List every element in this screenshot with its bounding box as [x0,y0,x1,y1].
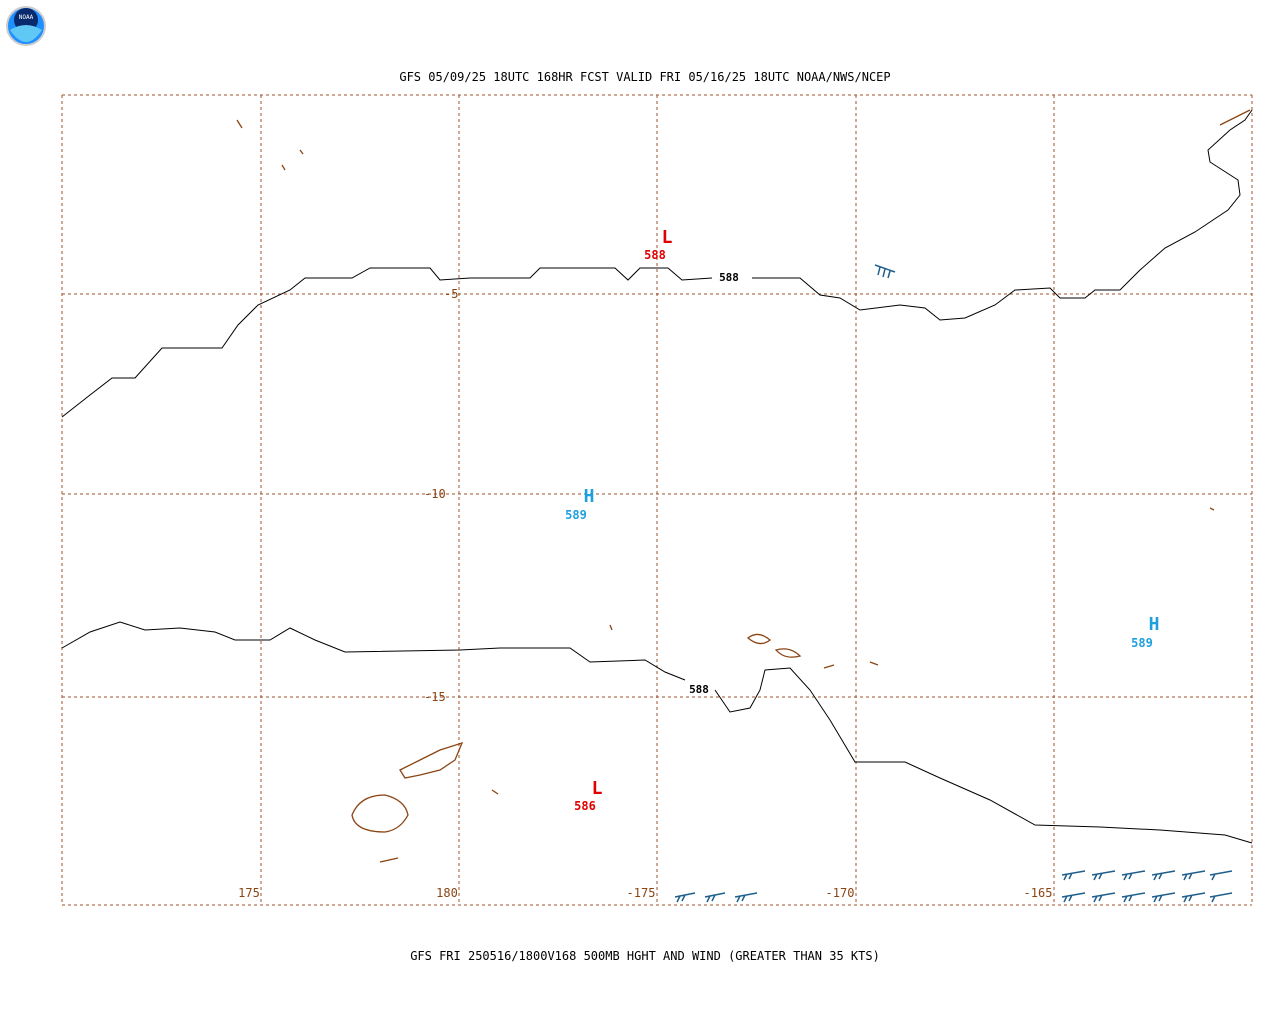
center-value: 588 [644,248,666,262]
logo-text: NOAA [19,14,34,21]
center-value: 589 [565,508,587,522]
pressure-centers: L 588 H 589 H 589 L 586 [565,227,1159,813]
lon-label: 175 [238,886,260,900]
lon-label: -175 [627,886,656,900]
center-symbol: H [584,486,595,507]
lat-label: -5 [444,287,458,301]
graticule [61,94,1253,906]
wind-barbs [674,264,1233,903]
center-value: 586 [574,799,596,813]
header-title: GFS 05/09/25 18UTC 168HR FCST VALID FRI … [399,70,890,84]
contour-label: 588 [689,683,709,696]
lon-label: -165 [1024,886,1053,900]
center-value: 589 [1131,636,1153,650]
lon-label: -170 [826,886,855,900]
noaa-logo: NOAA [6,6,46,46]
center-symbol: L [662,227,673,248]
coastlines [236,109,1251,863]
lon-label: 180 [436,886,458,900]
lat-label: -15 [424,690,446,704]
center-symbol: H [1149,614,1160,635]
contour-label: 588 [719,271,739,284]
lat-label: -10 [424,487,446,501]
footer-caption: GFS FRI 250516/1800V168 500MB HGHT AND W… [410,949,880,963]
height-contours: 588 588 [61,109,1253,844]
center-symbol: L [592,778,603,799]
grid-labels: -5 -10 -15 175 180 -175 -170 -165 [238,287,1052,900]
